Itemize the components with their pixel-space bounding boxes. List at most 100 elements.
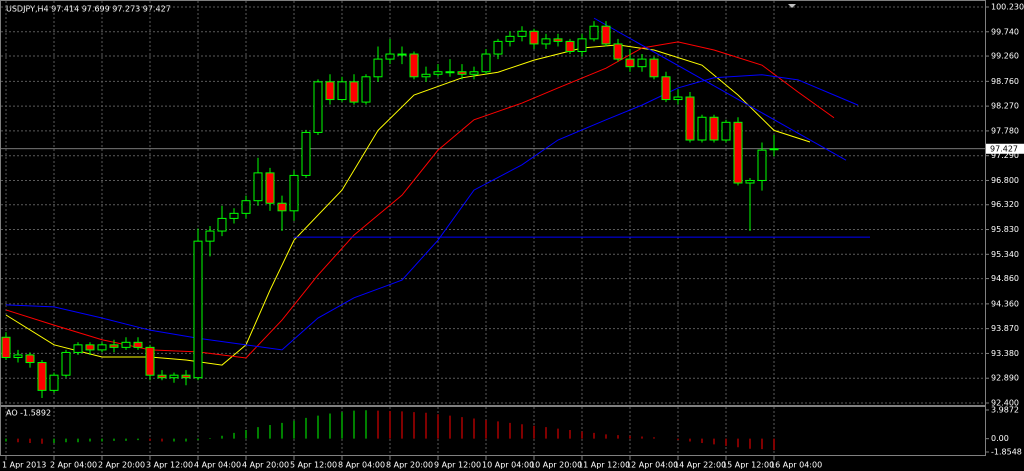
candle-body [229, 212, 239, 219]
candle-body [145, 346, 155, 376]
x-tick-label: 10 Apr 04:00 [482, 461, 534, 470]
candle-body [709, 116, 719, 141]
main-panel-frame [0, 0, 986, 406]
candle-body [121, 341, 131, 348]
y-tick-label: 92.400 [991, 399, 1019, 408]
candle-body [289, 174, 299, 212]
candle-body [49, 374, 59, 391]
candle-body [769, 148, 779, 151]
candle-body [37, 362, 47, 391]
candle-body [253, 172, 263, 202]
y-tick-label: 99.740 [991, 27, 1019, 36]
candle-body [517, 30, 527, 37]
y-tick-label: 93.870 [991, 324, 1019, 333]
candle-body [409, 53, 419, 78]
candle-body [649, 58, 659, 78]
candle-body [685, 96, 695, 141]
indicator-line [5, 44, 811, 366]
candle-body [217, 217, 227, 232]
y-tick-label: 94.860 [991, 274, 1019, 283]
candle-body [673, 96, 683, 101]
x-tick-label: 4 Apr 20:00 [242, 461, 289, 470]
candle-body [13, 354, 23, 358]
x-tick-label: 16 Apr 04:00 [770, 461, 822, 470]
candle-body [373, 58, 383, 78]
chart-title: USDJPY,H4 97.414 97.699 97.273 97.427 [6, 5, 171, 14]
candle-body [445, 71, 455, 74]
candle-body [25, 354, 35, 364]
x-tick-label: 9 Apr 12:00 [434, 461, 481, 470]
x-tick-label: 3 Apr 12:00 [146, 461, 193, 470]
y-tick-label: 99.260 [991, 52, 1019, 61]
candle-body [133, 341, 143, 348]
candle-body [337, 81, 347, 101]
x-tick-label: 8 Apr 20:00 [386, 461, 433, 470]
candle-body [601, 25, 611, 45]
candle-body [469, 71, 479, 75]
candle-body [493, 40, 503, 55]
candle-body [553, 38, 563, 42]
x-tick-label: 10 Apr 20:00 [530, 461, 582, 470]
candle-body [625, 58, 635, 68]
candle-body [277, 202, 287, 212]
candle-body [85, 344, 95, 351]
candle-body [529, 30, 539, 45]
price-label-box [986, 143, 1024, 154]
candle-body [397, 53, 407, 56]
candle-body [325, 81, 335, 101]
y-tick-label: 94.360 [991, 299, 1019, 308]
y-tick-label: 92.890 [991, 374, 1019, 383]
candle-body [733, 121, 743, 184]
candle-body [265, 172, 275, 204]
candle-body [721, 121, 731, 141]
candle-body [361, 76, 371, 103]
y-tick-label: 97.290 [991, 151, 1019, 160]
x-tick-label: 8 Apr 04:00 [338, 461, 385, 470]
candle-body [313, 81, 323, 133]
candle-body [757, 149, 767, 181]
indicator-line [5, 41, 835, 359]
x-tick-label: 11 Apr 12:00 [578, 461, 630, 470]
y-tick-label: 98.760 [991, 77, 1019, 86]
candle-body [157, 374, 167, 379]
y-tick-label: 93.380 [991, 349, 1019, 358]
candle-body [505, 35, 515, 42]
candle-body [457, 71, 467, 75]
x-tick-label: 14 Apr 22:00 [674, 461, 726, 470]
y-tick-label: 100.230 [991, 3, 1024, 12]
candle-body [745, 179, 755, 184]
candle-body [433, 71, 443, 75]
y-tick-label: 95.830 [991, 225, 1019, 234]
y-tick-label: 97.780 [991, 126, 1019, 135]
candle-body [301, 131, 311, 176]
candle-body [613, 43, 623, 60]
candle-body [349, 81, 359, 103]
y-tick-label: 0.00 [991, 434, 1009, 443]
price-label: 97.427 [990, 144, 1018, 153]
candle-body [1, 336, 11, 358]
candle-body [181, 374, 191, 379]
indicator-line [5, 74, 859, 351]
y-tick-label: 98.270 [991, 102, 1019, 111]
indicator-line [593, 17, 847, 161]
candle-body [697, 116, 707, 141]
y-tick-label: 3.9872 [991, 406, 1019, 415]
candle-body [589, 25, 599, 40]
x-tick-label: 1 Apr 2013 [2, 461, 46, 470]
candle-body [169, 374, 179, 379]
candle-body [637, 58, 647, 68]
candle-body [241, 200, 251, 214]
shift-marker [788, 4, 796, 8]
candle-body [565, 40, 575, 53]
x-tick-label: 12 Apr 04:00 [626, 461, 678, 470]
ao-panel-frame [0, 406, 986, 456]
candle-body [61, 351, 71, 376]
y-tick-label: 95.340 [991, 250, 1019, 259]
y-tick-label: -1.8548 [991, 448, 1022, 457]
candle-body [481, 53, 491, 73]
x-tick-label: 15 Apr 12:00 [722, 461, 774, 470]
candle-body [193, 240, 203, 379]
x-tick-label: 5 Apr 12:00 [290, 461, 337, 470]
